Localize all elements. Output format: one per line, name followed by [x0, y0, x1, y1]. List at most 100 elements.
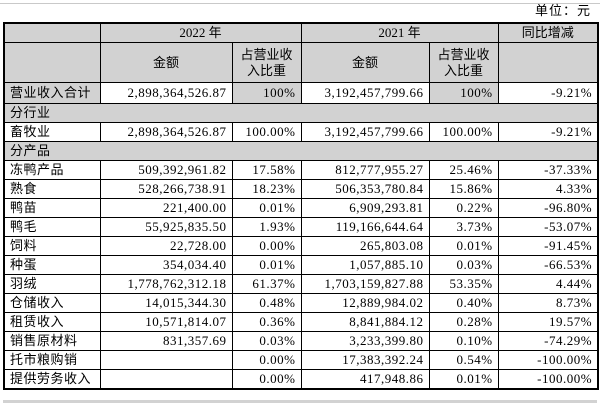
amount-2022-cell	[99, 350, 233, 370]
empty-header-cell	[497, 42, 599, 83]
pct-2021-cell: 25.46%	[428, 160, 499, 180]
pct-2021-cell: 0.54%	[428, 350, 499, 370]
section-label-cell: 分产品	[3, 141, 599, 161]
section-row-by-product: 分产品	[3, 141, 599, 161]
pct-2021-header: 占营业收 入比重	[428, 42, 499, 83]
amount-2021-cell: 3,192,457,799.66	[300, 122, 430, 142]
empty-header-cell	[3, 42, 101, 83]
amount-2022-cell: 221,400.00	[99, 198, 233, 218]
pct-2021-cell: 0.10%	[428, 331, 499, 351]
amount-2021-cell: 12,889,984.02	[300, 293, 430, 313]
amount-2022-cell	[99, 369, 233, 390]
table-row: 销售原材料 831,357.69 0.03% 3,233,399.80 0.10…	[3, 331, 599, 351]
amount-2021-cell: 119,166,644.64	[300, 217, 430, 237]
next-row-cutoff	[3, 400, 597, 403]
amount-2021-cell: 1,703,159,827.88	[300, 274, 430, 294]
amount-2022-cell: 354,034.40	[99, 255, 233, 275]
yoy-cell: 19.57%	[497, 312, 599, 332]
pct-2021-cell: 15.86%	[428, 179, 499, 199]
yoy-cell: -91.45%	[497, 236, 599, 256]
pct-2022-cell: 0.01%	[231, 198, 302, 218]
revenue-breakdown-table: 2022 年 2021 年 同比增减 金额 占营业收 入比重 金额 占营业收 入比重…	[3, 22, 600, 390]
row-label-cell: 冻鸭产品	[3, 160, 101, 180]
amount-2021-header: 金额	[300, 42, 430, 83]
amount-2022-cell: 2,898,364,526.87	[99, 82, 233, 104]
pct-2022-cell: 0.03%	[231, 331, 302, 351]
yoy-cell: -9.21%	[497, 82, 599, 104]
amount-2021-cell: 3,233,399.80	[300, 331, 430, 351]
row-label-cell: 羽绒	[3, 274, 101, 294]
table-row: 羽绒 1,778,762,312.18 61.37% 1,703,159,827…	[3, 274, 599, 294]
amount-2022-cell: 14,015,344.30	[99, 293, 233, 313]
amount-2022-cell: 1,778,762,312.18	[99, 274, 233, 294]
table-row: 饲料 22,728.00 0.00% 265,803.08 0.01% -91.…	[3, 236, 599, 256]
pct-2021-cell: 0.22%	[428, 198, 499, 218]
row-label-cell: 销售原材料	[3, 331, 101, 351]
pct-2021-cell: 53.35%	[428, 274, 499, 294]
table-row: 仓储收入 14,015,344.30 0.48% 12,889,984.02 0…	[3, 293, 599, 313]
pct-2022-cell: 0.36%	[231, 312, 302, 332]
table-row: 租赁收入 10,571,814.07 0.36% 8,841,884.12 0.…	[3, 312, 599, 332]
top-divider	[0, 3, 600, 4]
pct-2022-cell: 0.00%	[231, 236, 302, 256]
yoy-cell: -66.53%	[497, 255, 599, 275]
row-label-cell: 饲料	[3, 236, 101, 256]
amount-2021-cell: 265,803.08	[300, 236, 430, 256]
pct-2021-cell: 0.40%	[428, 293, 499, 313]
amount-2022-cell: 2,898,364,526.87	[99, 122, 233, 142]
pct-2022-cell: 1.93%	[231, 217, 302, 237]
amount-2021-cell: 3,192,457,799.66	[300, 82, 430, 104]
row-label-cell: 托市粮购销	[3, 350, 101, 370]
row-label-cell: 营业收入合计	[3, 82, 101, 104]
table-row: 冻鸭产品 509,392,961.82 17.58% 812,777,955.2…	[3, 160, 599, 180]
pct-2021-cell: 100%	[428, 82, 499, 104]
pct-2021-cell: 0.01%	[428, 236, 499, 256]
table-row: 鸭毛 55,925,835.50 1.93% 119,166,644.64 3.…	[3, 217, 599, 237]
pct-2022-cell: 0.00%	[231, 369, 302, 390]
pct-2022-header: 占营业收 入比重	[231, 42, 302, 83]
yoy-cell: -74.29%	[497, 331, 599, 351]
pct-2021-cell: 3.73%	[428, 217, 499, 237]
amount-2021-cell: 1,057,885.10	[300, 255, 430, 275]
pct-2022-cell: 100%	[231, 82, 302, 104]
pct-2022-cell: 0.01%	[231, 255, 302, 275]
row-label-cell: 鸭毛	[3, 217, 101, 237]
table-row: 熟食 528,266,738.91 18.23% 506,353,780.84 …	[3, 179, 599, 199]
amount-2021-cell: 6,909,293.81	[300, 198, 430, 218]
section-row-by-industry: 分行业	[3, 103, 599, 123]
row-label-cell: 种蛋	[3, 255, 101, 275]
yoy-cell: -100.00%	[497, 350, 599, 370]
pct-2022-cell: 61.37%	[231, 274, 302, 294]
pct-2022-cell: 0.48%	[231, 293, 302, 313]
row-label-cell: 仓储收入	[3, 293, 101, 313]
yoy-change-header: 同比增减	[497, 22, 599, 43]
pct-2021-cell: 100.00%	[428, 122, 499, 142]
corner-empty-cell	[3, 22, 101, 43]
pct-2021-cell: 0.28%	[428, 312, 499, 332]
yoy-cell: 8.73%	[497, 293, 599, 313]
pct-2022-cell: 0.00%	[231, 350, 302, 370]
yoy-cell: -53.07%	[497, 217, 599, 237]
yoy-cell: 4.33%	[497, 179, 599, 199]
table-row: 鸭苗 221,400.00 0.01% 6,909,293.81 0.22% -…	[3, 198, 599, 218]
amount-2022-cell: 509,392,961.82	[99, 160, 233, 180]
pct-2021-cell: 0.03%	[428, 255, 499, 275]
header-row-years: 2022 年 2021 年 同比增减	[3, 22, 599, 43]
amount-2021-cell: 8,841,884.12	[300, 312, 430, 332]
amount-2022-cell: 831,357.69	[99, 331, 233, 351]
unit-label: 单位：元	[534, 3, 591, 18]
table-row: 畜牧业 2,898,364,526.87 100.00% 3,192,457,7…	[3, 122, 599, 142]
yoy-cell: -9.21%	[497, 122, 599, 142]
pct-2022-cell: 18.23%	[231, 179, 302, 199]
yoy-cell: -96.80%	[497, 198, 599, 218]
row-label-cell: 提供劳务收入	[3, 369, 101, 390]
pct-2021-cell: 0.01%	[428, 369, 499, 390]
row-label-cell: 畜牧业	[3, 122, 101, 142]
yoy-cell: 4.44%	[497, 274, 599, 294]
year-2022-header: 2022 年	[99, 22, 302, 43]
pct-2022-cell: 17.58%	[231, 160, 302, 180]
amount-2021-cell: 417,948.86	[300, 369, 430, 390]
amount-2022-cell: 528,266,738.91	[99, 179, 233, 199]
yoy-cell: -37.33%	[497, 160, 599, 180]
amount-2022-cell: 55,925,835.50	[99, 217, 233, 237]
